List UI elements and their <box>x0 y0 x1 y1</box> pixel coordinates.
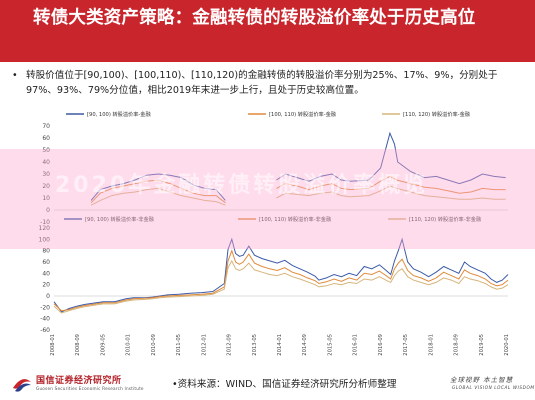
bullet-text: 转股价值位于[90,100)、[100,110)、[110,120)的金融转债的… <box>26 70 498 96</box>
legend-label: [110, 120) 转股溢价率-非金融 <box>409 215 481 223</box>
y-tick-label: 20 <box>42 282 50 289</box>
x-tick-label: 2010-01 <box>126 334 132 356</box>
y-tick-label: 100 <box>39 236 51 243</box>
y-tick-label: -60 <box>40 327 50 334</box>
x-tick-label: 2019-05 <box>479 334 485 356</box>
page-title: 转债大类资产策略：金融转债的转股溢价率处于历史高位 <box>33 8 476 28</box>
logo-text: 国信证券经济研究所 <box>36 376 122 386</box>
x-tick-label: 2009-05 <box>100 334 106 356</box>
page-header: 转债大类资产策略：金融转债的转股溢价率处于历史高位 <box>0 0 535 62</box>
source-note: •资料来源：WIND、国信证券经济研究所分析师整理 <box>172 379 397 390</box>
x-tick-label: 2010-09 <box>151 334 157 356</box>
x-tick-label: 2015-05 <box>327 334 333 356</box>
x-tick-label: 2016-01 <box>353 334 359 356</box>
y-tick-label: 40 <box>42 270 50 277</box>
x-tick-label: 2016-09 <box>378 334 384 356</box>
y-tick-label: -40 <box>40 316 50 323</box>
x-tick-label: 2008-09 <box>75 334 81 356</box>
x-tick-label: 2020-01 <box>504 334 510 356</box>
y-tick-label: 80 <box>42 248 50 255</box>
series-line <box>53 237 509 313</box>
y-tick-label: 60 <box>42 259 50 266</box>
x-tick-label: 2017-05 <box>403 334 409 356</box>
legend-label: [90, 100) 转股溢价率-非金融 <box>85 215 154 223</box>
y-tick-label: 0 <box>46 207 50 214</box>
y-tick-label: 40 <box>42 159 50 166</box>
slogan: 全球视野 本土智慧 <box>450 376 514 384</box>
y-tick-label: 0 <box>46 293 50 300</box>
y-tick-label: 20 <box>42 183 50 190</box>
bullet-point: • 转股价值位于[90,100)、[100,110)、[110,120)的金融转… <box>12 69 527 98</box>
bullet-symbol: • <box>12 70 18 81</box>
x-tick-label: 2013-05 <box>252 334 258 356</box>
series-line <box>90 175 506 204</box>
y-tick-label: 120 <box>39 225 51 232</box>
y-tick-label: 50 <box>42 147 50 154</box>
legend-label: [90, 100) 转股溢价率-金融 <box>87 110 151 118</box>
x-tick-label: 2014-09 <box>302 334 308 356</box>
y-tick-label: 70 <box>42 123 50 130</box>
legend-label: [100, 110) 转股溢价率-金融 <box>269 110 336 118</box>
slogan-english: GLOBAL VISION LOCAL WISDOM <box>452 385 535 390</box>
series-line <box>90 185 506 206</box>
y-tick-label: -20 <box>40 304 50 311</box>
x-tick-label: 2018-09 <box>454 334 460 356</box>
series-line <box>53 259 509 314</box>
x-tick-label: 2011-05 <box>176 334 182 356</box>
legend-label: [110, 120) 转股溢价率-金融 <box>403 110 470 118</box>
series-line <box>90 131 506 201</box>
y-tick-label: -10 <box>40 219 50 226</box>
legend-label: [100, 110) 转股溢价率-非金融 <box>259 215 331 223</box>
x-tick-label: 2018-01 <box>428 334 434 356</box>
y-tick-label: 60 <box>42 135 50 142</box>
top-chart-financial: [90, 100) 转股溢价率-金融 [100, 110) 转股溢价率-金融 [11… <box>40 110 508 226</box>
x-tick-label: 2008-01 <box>50 334 56 356</box>
x-tick-label: 2012-09 <box>227 334 233 356</box>
series-line <box>53 249 509 312</box>
x-tick-label: 2014-01 <box>277 334 283 356</box>
x-tick-label: 2012-01 <box>201 334 207 356</box>
y-tick-label: 30 <box>42 171 50 178</box>
logo-subtext: Guosen Securities Economic Research Inst… <box>36 386 144 391</box>
bottom-chart-nonfinancial: [90, 100) 转股溢价率-非金融 [100, 110) 转股溢价率-非金融 [… <box>39 215 510 356</box>
guosen-logo-icon <box>13 379 31 392</box>
y-tick-label: 10 <box>42 195 50 202</box>
